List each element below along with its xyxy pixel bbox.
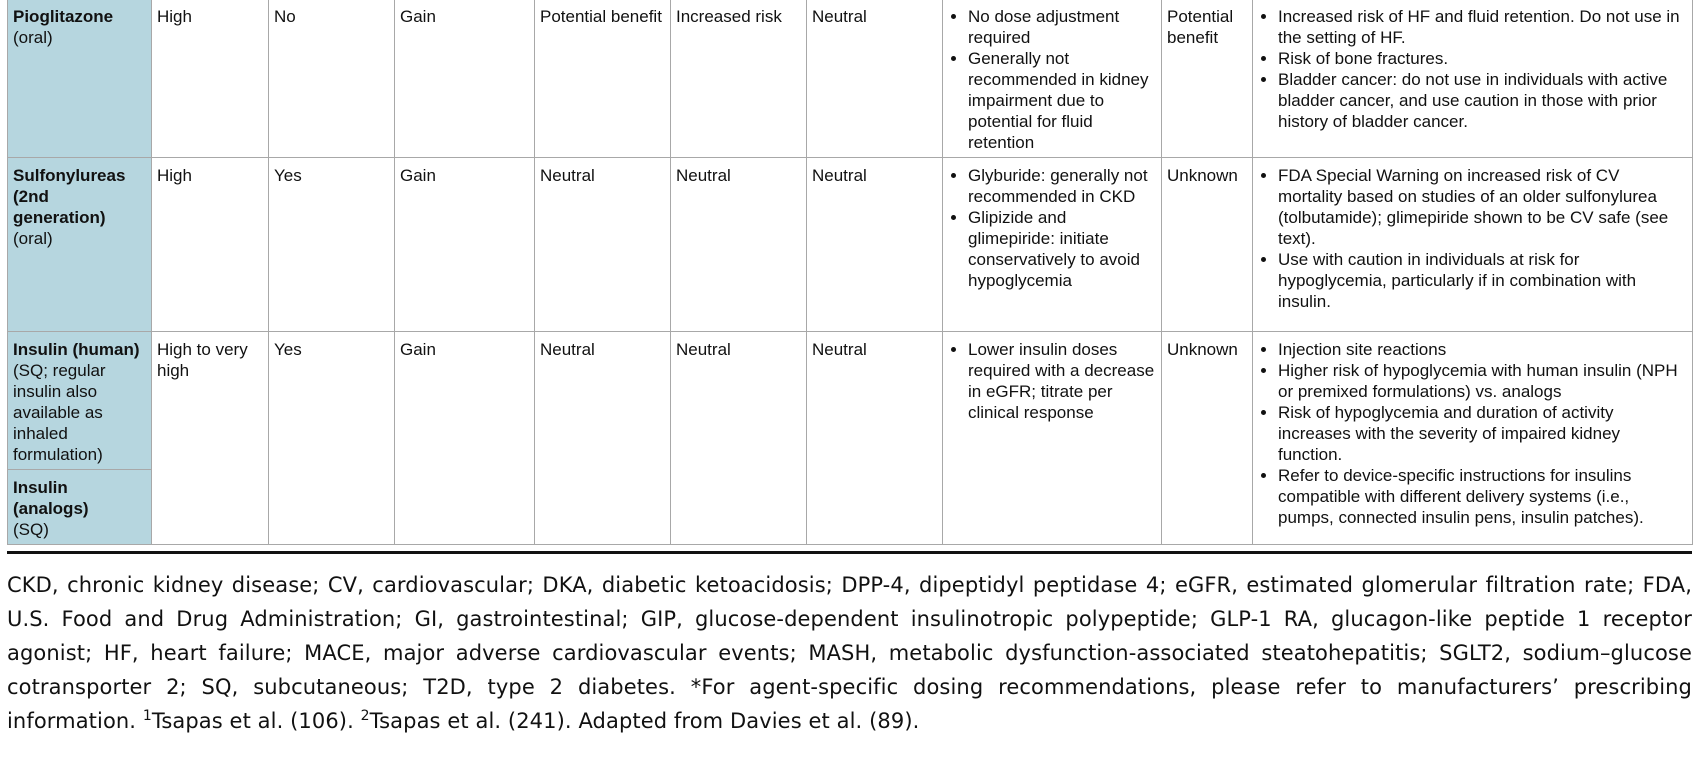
hypoglycemia-cell: Yes xyxy=(268,157,395,332)
drug-name: Insulin (analogs) xyxy=(13,478,89,518)
list-item: Refer to device-specific instructions fo… xyxy=(1278,465,1687,528)
table-row: Insulin (analogs) (SQ) xyxy=(7,469,1693,545)
footnote-reference: Tsapas et al. (241). Adapted from Davies… xyxy=(369,709,920,733)
drug-name: Pioglitazone xyxy=(13,7,114,26)
list-item: Risk of hypoglycemia and duration of act… xyxy=(1278,402,1687,465)
list-item: Glipizide and glimepiride: initiate cons… xyxy=(968,207,1156,291)
table-row: Sulfonylureas (2nd generation) (oral) Hi… xyxy=(7,157,1693,332)
document-page: Pioglitazone (oral) High No Gain Potenti… xyxy=(7,0,1693,759)
notes-cell: Increased risk of HF and fluid retention… xyxy=(1252,0,1693,158)
drug-route: (oral) xyxy=(13,229,53,248)
drug-route: (SQ) xyxy=(13,520,49,539)
dosing-cell: Glyburide: generally not recommended in … xyxy=(942,157,1162,332)
dosing-list: Glyburide: generally not recommended in … xyxy=(948,165,1156,291)
hypoglycemia-cell: Yes xyxy=(268,331,395,545)
footnote-reference: Tsapas et al. (106). xyxy=(151,709,361,733)
list-item: Bladder cancer: do not use in individual… xyxy=(1278,69,1687,132)
efficacy-cell: High to very high xyxy=(151,331,269,545)
list-item: Generally not recommended in kidney impa… xyxy=(968,48,1156,153)
list-item: Glyburide: generally not recommended in … xyxy=(968,165,1156,207)
mash-cell: Potential benefit xyxy=(1161,0,1253,158)
dosing-cell: No dose adjustment required Generally no… xyxy=(942,0,1162,158)
drug-name: Sulfonylureas (2nd generation) xyxy=(13,166,126,227)
drug-comparison-table: Pioglitazone (oral) High No Gain Potenti… xyxy=(7,0,1693,545)
renal-cell: Neutral xyxy=(806,0,943,158)
table-row: Insulin (human) (SQ; regular insulin als… xyxy=(7,331,1693,545)
drug-cell: Pioglitazone (oral) xyxy=(7,0,152,158)
footnote-ref-marker: 2 xyxy=(360,708,370,724)
footnote-abbreviations: CKD, chronic kidney disease; CV, cardiov… xyxy=(7,573,1692,733)
drug-route: (SQ; regular insulin also available as i… xyxy=(13,361,106,464)
cv-ascvd-cell: Potential benefit xyxy=(534,0,671,158)
list-item: Lower insulin doses required with a decr… xyxy=(968,339,1156,423)
drug-route: (oral) xyxy=(13,28,53,47)
drug-cell: Insulin (human) (SQ; regular insulin als… xyxy=(7,331,152,470)
list-item: Use with caution in individuals at risk … xyxy=(1278,249,1687,312)
footnote-ref-marker: 1 xyxy=(142,708,152,724)
list-item: No dose adjustment required xyxy=(968,6,1156,48)
renal-cell: Neutral xyxy=(806,157,943,332)
hypoglycemia-cell: No xyxy=(268,0,395,158)
notes-list: Injection site reactions Higher risk of … xyxy=(1258,339,1687,528)
weight-cell: Gain xyxy=(394,331,535,545)
cv-hf-cell: Increased risk xyxy=(670,0,807,158)
list-item: Higher risk of hypoglycemia with human i… xyxy=(1278,360,1687,402)
cv-ascvd-cell: Neutral xyxy=(534,157,671,332)
list-item: Increased risk of HF and fluid retention… xyxy=(1278,6,1687,48)
notes-cell: FDA Special Warning on increased risk of… xyxy=(1252,157,1693,332)
efficacy-cell: High xyxy=(151,157,269,332)
mash-cell: Unknown xyxy=(1161,331,1253,545)
list-item: Injection site reactions xyxy=(1278,339,1687,360)
notes-list: Increased risk of HF and fluid retention… xyxy=(1258,6,1687,132)
dosing-cell: Lower insulin doses required with a decr… xyxy=(942,331,1162,545)
notes-list: FDA Special Warning on increased risk of… xyxy=(1258,165,1687,312)
table-row: Pioglitazone (oral) High No Gain Potenti… xyxy=(7,0,1693,158)
list-item: Risk of bone fractures. xyxy=(1278,48,1687,69)
dosing-list: No dose adjustment required Generally no… xyxy=(948,6,1156,153)
drug-name: Insulin (human) xyxy=(13,340,140,359)
cv-hf-cell: Neutral xyxy=(670,331,807,545)
weight-cell: Gain xyxy=(394,157,535,332)
notes-cell: Injection site reactions Higher risk of … xyxy=(1252,331,1693,545)
table-footnote: CKD, chronic kidney disease; CV, cardiov… xyxy=(7,568,1692,738)
list-item: FDA Special Warning on increased risk of… xyxy=(1278,165,1687,249)
drug-cell: Insulin (analogs) (SQ) xyxy=(7,469,152,545)
weight-cell: Gain xyxy=(394,0,535,158)
cv-hf-cell: Neutral xyxy=(670,157,807,332)
renal-cell: Neutral xyxy=(806,331,943,545)
efficacy-cell: High xyxy=(151,0,269,158)
dosing-list: Lower insulin doses required with a decr… xyxy=(948,339,1156,423)
mash-cell: Unknown xyxy=(1161,157,1253,332)
table-bottom-rule xyxy=(7,551,1692,554)
cv-ascvd-cell: Neutral xyxy=(534,331,671,545)
drug-cell: Sulfonylureas (2nd generation) (oral) xyxy=(7,157,152,332)
